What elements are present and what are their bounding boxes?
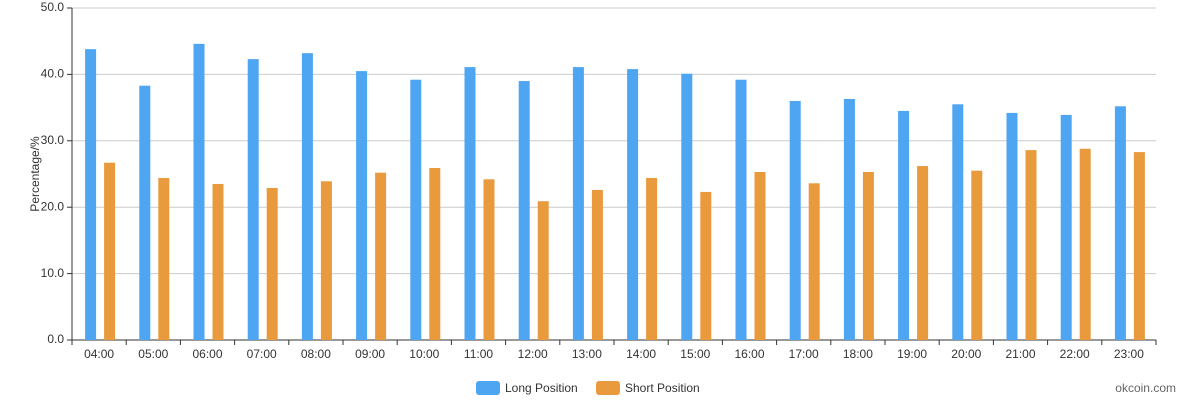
bar: [952, 104, 964, 340]
x-tick-label: 16:00: [734, 347, 764, 361]
bar: [139, 85, 151, 340]
bar: [862, 172, 874, 340]
bar: [1006, 112, 1018, 340]
legend-label: Short Position: [625, 381, 700, 395]
x-tick-label: 05:00: [138, 347, 168, 361]
bar: [898, 110, 910, 340]
x-tick-label: 10:00: [409, 347, 439, 361]
bar: [85, 49, 97, 340]
bar: [591, 189, 603, 340]
bar: [429, 168, 441, 340]
bar: [971, 170, 983, 340]
legend-swatch: [476, 381, 500, 395]
x-tick-label: 22:00: [1060, 347, 1090, 361]
x-tick-label: 17:00: [789, 347, 819, 361]
bar: [356, 71, 368, 340]
bar: [1133, 152, 1145, 340]
bar: [1114, 106, 1126, 340]
bar: [735, 79, 747, 340]
bar: [158, 177, 170, 340]
bar: [320, 181, 332, 340]
y-tick-label: 40.0: [41, 67, 65, 81]
bar: [212, 183, 224, 340]
bar: [266, 187, 278, 340]
x-tick-label: 19:00: [897, 347, 927, 361]
y-tick-label: 0.0: [47, 332, 64, 346]
bar: [700, 191, 712, 340]
y-tick-label: 20.0: [41, 199, 65, 213]
watermark: okcoin.com: [1115, 381, 1176, 395]
y-tick-label: 30.0: [41, 133, 65, 147]
x-tick-label: 12:00: [518, 347, 548, 361]
bar: [627, 69, 639, 340]
bar: [572, 67, 584, 340]
x-tick-label: 18:00: [843, 347, 873, 361]
x-tick-label: 14:00: [626, 347, 656, 361]
y-tick-label: 10.0: [41, 266, 65, 280]
x-tick-label: 04:00: [84, 347, 114, 361]
bar: [104, 162, 116, 340]
bar: [247, 59, 259, 341]
x-tick-label: 23:00: [1114, 347, 1144, 361]
bar: [1079, 148, 1091, 340]
bar: [537, 201, 549, 340]
bar: [483, 179, 495, 340]
bar: [1060, 114, 1072, 341]
y-axis-label: Percentage/%: [28, 136, 42, 212]
legend-swatch: [596, 381, 620, 395]
x-tick-label: 13:00: [572, 347, 602, 361]
bar: [193, 43, 205, 341]
y-tick-label: 50.0: [41, 0, 65, 14]
bar: [789, 100, 801, 341]
bar: [646, 177, 658, 340]
x-tick-label: 07:00: [247, 347, 277, 361]
bar: [754, 172, 766, 340]
x-tick-label: 09:00: [355, 347, 385, 361]
bar: [1025, 150, 1037, 340]
bar: [681, 73, 693, 341]
bar: [301, 53, 313, 340]
x-tick-label: 08:00: [301, 347, 331, 361]
x-tick-label: 06:00: [192, 347, 222, 361]
bar: [375, 172, 387, 340]
bar: [518, 81, 530, 340]
bar: [917, 166, 929, 340]
x-tick-label: 11:00: [464, 347, 493, 361]
bar: [410, 79, 422, 340]
bar: [843, 98, 855, 340]
bar: [464, 67, 476, 340]
x-tick-label: 15:00: [680, 347, 710, 361]
bar: [808, 183, 820, 340]
x-tick-label: 20:00: [951, 347, 981, 361]
x-tick-label: 21:00: [1005, 347, 1035, 361]
legend-label: Long Position: [505, 381, 578, 395]
